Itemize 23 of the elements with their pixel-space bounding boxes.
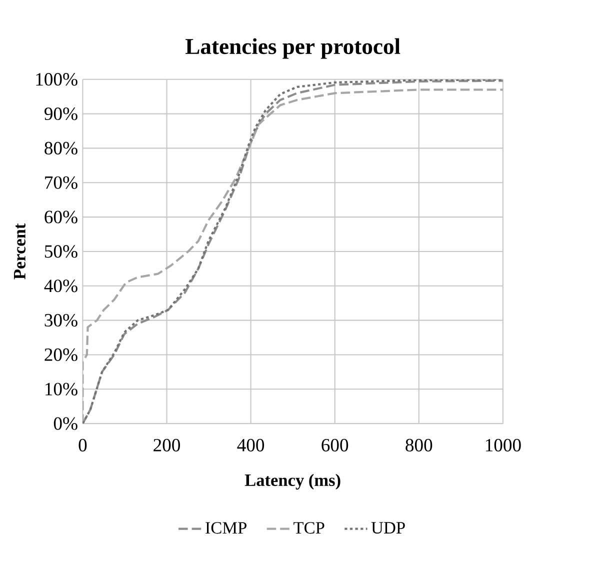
- x-tick-label: 0: [78, 438, 87, 452]
- x-axis-title: Latency (ms): [244, 474, 340, 490]
- y-tick-label: 90%: [44, 107, 78, 120]
- x-tick-label: 800: [406, 438, 432, 452]
- y-tick-label: 30%: [44, 314, 78, 326]
- y-tick-label: 40%: [44, 279, 78, 292]
- x-tick-label: 600: [322, 438, 348, 452]
- y-tick-label: 20%: [44, 348, 78, 361]
- y-tick-label: 60%: [44, 210, 78, 224]
- legend-label: TCP: [294, 522, 324, 534]
- legend-label: ICMP: [206, 522, 246, 534]
- y-tick-label: 10%: [46, 382, 78, 396]
- x-tick-label: 1000: [486, 438, 521, 452]
- x-tick-label: 400: [237, 438, 264, 452]
- y-tick-label: 80%: [44, 142, 78, 154]
- y-tick-label: 100%: [36, 72, 78, 86]
- y-tick-label: 50%: [44, 244, 78, 258]
- legend-label: UDP: [371, 522, 405, 534]
- chart-title: Latencies per protocol: [186, 38, 400, 59]
- y-tick-label: 0%: [54, 417, 78, 430]
- y-axis-title: Percent: [14, 223, 26, 280]
- x-tick-label: 200: [154, 438, 180, 452]
- y-tick-label: 70%: [45, 176, 78, 189]
